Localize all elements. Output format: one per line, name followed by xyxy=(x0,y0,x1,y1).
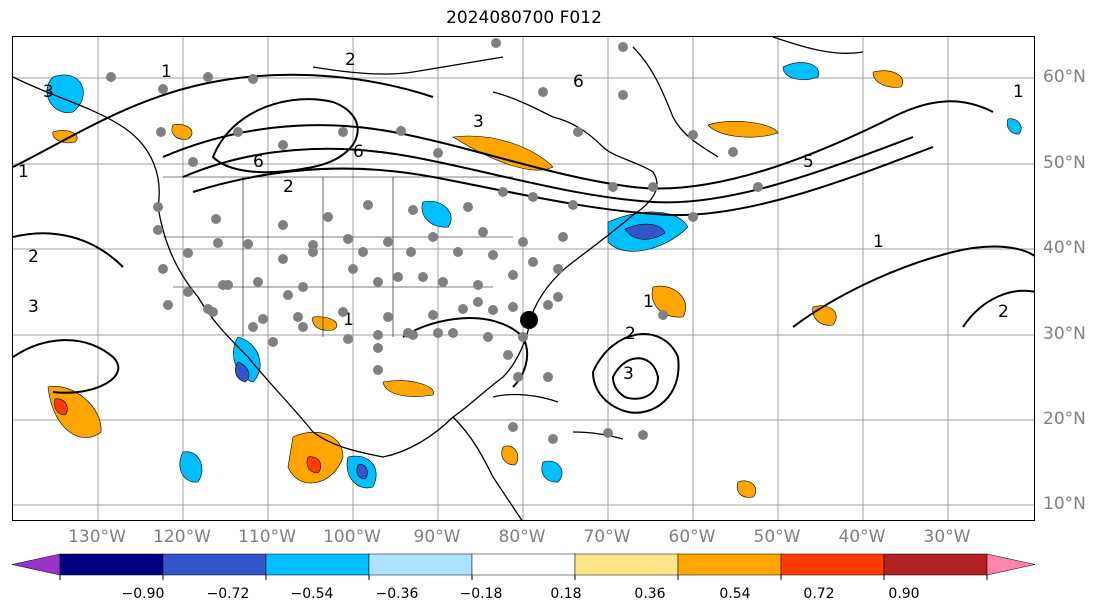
lat-label: 20°N xyxy=(1043,409,1086,429)
map-canvas: 1 2 3 3 2 1 1 2 5 6 6 6 3 1 2 2 1 3 1 xyxy=(13,37,1034,520)
contour-label: 3 xyxy=(623,364,634,384)
colorbar-segment xyxy=(162,553,267,576)
colorbar-segment xyxy=(780,553,885,576)
contour-label: 6 xyxy=(353,142,364,162)
station-markers xyxy=(106,38,763,444)
colorbar-tick-label: −0.54 xyxy=(290,586,334,602)
colorbar-segment xyxy=(574,553,679,576)
colorbar-tick-label: −0.72 xyxy=(206,586,250,602)
contours xyxy=(13,73,1034,414)
lat-label: 40°N xyxy=(1043,238,1086,258)
colorbar-tick-label: −0.90 xyxy=(121,586,165,602)
colorbar-extend-low xyxy=(11,553,61,576)
map-panel: 1 2 3 3 2 1 1 2 5 6 6 6 3 1 2 2 1 3 1 xyxy=(12,36,1035,521)
lon-label: 60°W xyxy=(668,527,716,547)
contour-label: 3 xyxy=(473,112,484,132)
lat-label: 10°N xyxy=(1043,494,1086,514)
contour-label: 1 xyxy=(643,292,654,312)
map-title: 2024080700 F012 xyxy=(446,8,602,28)
lon-label: 110°W xyxy=(238,527,296,547)
lat-label: 60°N xyxy=(1043,67,1086,87)
contour-label: 1 xyxy=(18,162,29,182)
colorbar-tick-label: −0.36 xyxy=(375,586,419,602)
graticule xyxy=(13,37,1034,520)
lon-label: 100°W xyxy=(323,527,381,547)
lon-label: 90°W xyxy=(413,527,461,547)
colorbar-segment xyxy=(471,553,576,576)
contour-label: 5 xyxy=(803,152,814,172)
lat-label: 50°N xyxy=(1043,153,1086,173)
colorbar-tick-label: 0.90 xyxy=(888,586,920,602)
colorbar-extend-high xyxy=(986,553,1036,576)
coastlines xyxy=(13,37,864,520)
contour-label: 2 xyxy=(283,177,294,197)
colorbar-segment xyxy=(677,553,782,576)
contour-label: 1 xyxy=(873,232,884,252)
lon-label: 30°W xyxy=(923,527,971,547)
lon-label: 120°W xyxy=(153,527,211,547)
lat-label: 30°N xyxy=(1043,324,1086,344)
contour-label: 1 xyxy=(161,62,172,82)
contour-label: 2 xyxy=(625,324,636,344)
shaded-field xyxy=(46,62,1022,498)
contour-label: 3 xyxy=(28,297,39,317)
colorbar xyxy=(11,553,1036,580)
contour-label: 1 xyxy=(1013,82,1024,102)
contour-label: 1 xyxy=(343,310,354,330)
lon-label: 50°W xyxy=(753,527,801,547)
storm-center-marker xyxy=(520,311,538,329)
colorbar-segment xyxy=(59,553,164,576)
colorbar-segment xyxy=(265,553,370,576)
colorbar-tick-label: 0.54 xyxy=(719,586,751,602)
lon-label: 40°W xyxy=(838,527,886,547)
lon-label: 130°W xyxy=(68,527,126,547)
lon-label: 80°W xyxy=(498,527,546,547)
contour-labels: 1 2 3 3 2 1 1 2 5 6 6 6 3 1 2 2 1 3 1 xyxy=(18,50,1024,384)
contour-label: 6 xyxy=(573,72,584,92)
contour-label: 2 xyxy=(28,247,39,267)
contour-label: 2 xyxy=(345,50,356,70)
contour-label: 3 xyxy=(43,82,54,102)
contour-label: 2 xyxy=(998,302,1009,322)
state-borders xyxy=(163,176,513,337)
colorbar-tick-label: 0.36 xyxy=(634,586,666,602)
contour-label: 6 xyxy=(253,152,264,172)
colorbar-segment xyxy=(368,553,473,576)
colorbar-tick-label: 0.18 xyxy=(550,586,582,602)
colorbar-segment xyxy=(883,553,988,576)
lon-label: 70°W xyxy=(583,527,631,547)
colorbar-tick-label: −0.18 xyxy=(459,586,503,602)
colorbar-tick-label: 0.72 xyxy=(803,586,835,602)
